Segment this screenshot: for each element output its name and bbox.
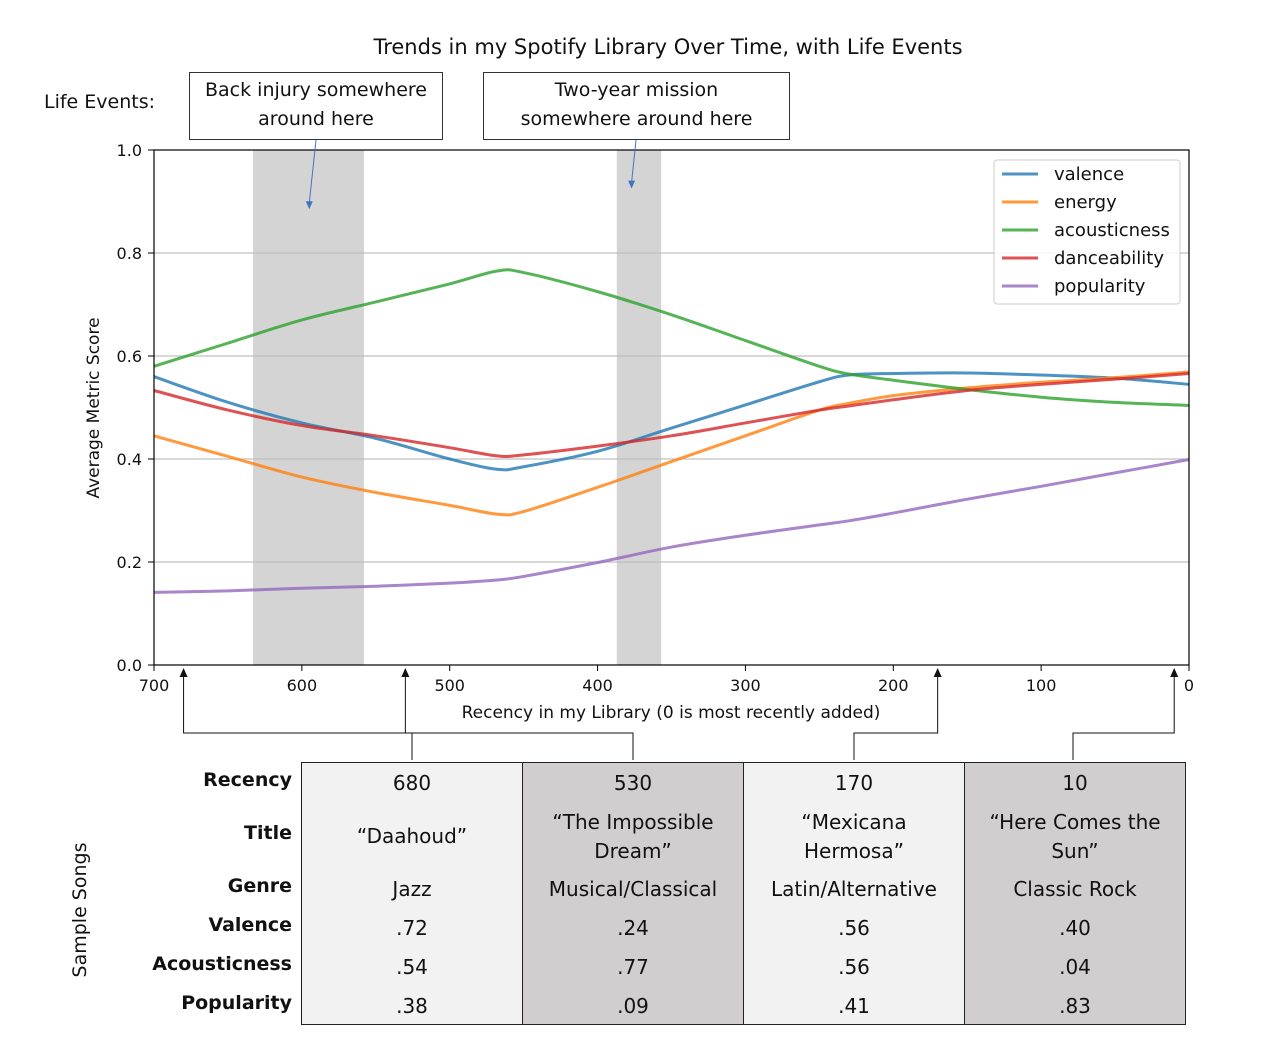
song-1-popularity: .38 <box>396 994 428 1018</box>
song-1-title: “Daahoud” <box>356 824 468 848</box>
legend: valence energy acousticness danceability pop… <box>993 159 1181 305</box>
x-tick-label-4: 300 <box>730 676 761 695</box>
sample-marker-arrowhead-4 <box>1170 668 1179 677</box>
annotation-arrowhead-1 <box>305 201 313 210</box>
chart-figure: Trends in my Spotify Library Over Time, … <box>84 35 1195 760</box>
song-column-2: 530 “The Impossible Dream” Musical/Class… <box>522 762 744 1025</box>
x-tick-label-5: 200 <box>878 676 909 695</box>
song-4-title: “Here Comes the Sun” <box>989 810 1161 863</box>
song-2-popularity: .09 <box>617 994 649 1018</box>
row-label-popularity: Popularity <box>181 992 292 1014</box>
axis-ticks: 0.0 0.2 0.4 0.6 0.8 1.0 700 600 500 400 300 200 100 0 <box>117 141 1195 695</box>
shaded-regions <box>253 150 662 665</box>
song-1-recency: 680 <box>392 771 432 795</box>
song-2-acousticness: .77 <box>617 955 649 979</box>
song-1-acousticness: .54 <box>396 955 428 979</box>
song-4-acousticness: .04 <box>1059 955 1091 979</box>
legend-box <box>993 159 1181 305</box>
annotation-mission-line2: somewhere around here <box>520 108 753 130</box>
y-tick-label-3: 0.6 <box>117 347 142 366</box>
annotation-back-injury: Back injury somewhere around here <box>189 72 443 140</box>
y-tick-label-0: 0.0 <box>117 656 142 675</box>
plot-frame <box>153 149 1190 666</box>
row-label-genre: Genre <box>227 875 292 897</box>
annotation-back-injury-line1: Back injury somewhere <box>205 79 427 101</box>
shaded-region-1 <box>253 150 364 665</box>
sample-songs-label: Sample Songs <box>69 842 91 978</box>
song-2-title: “The Impossible Dream” <box>552 810 714 863</box>
annotation-arrow-1 <box>308 139 317 204</box>
song-3-popularity: .41 <box>838 994 870 1018</box>
series-line-energy <box>153 370 1190 517</box>
sample-marker-arrowhead-2 <box>401 668 410 677</box>
y-axis-label: Average Metric Score <box>84 317 104 498</box>
song-4-genre: Classic Rock <box>1013 877 1137 901</box>
song-2-genre: Musical/Classical <box>548 877 718 901</box>
x-tick-label-3: 400 <box>582 676 613 695</box>
x-tick-label-7: 0 <box>1184 676 1194 695</box>
series-line-acousticness <box>153 268 1190 407</box>
legend-label-valence: valence <box>1054 164 1124 185</box>
y-tick-label-1: 0.2 <box>117 553 142 572</box>
row-label-valence: Valence <box>208 914 292 936</box>
legend-label-acousticness: acousticness <box>1054 220 1170 241</box>
song-3-genre: Latin/Alternative <box>771 877 937 901</box>
x-tick-label-1: 600 <box>287 676 318 695</box>
sample-connectors <box>179 668 1179 760</box>
song-4-popularity: .83 <box>1059 994 1091 1018</box>
y-tick-label-2: 0.4 <box>117 450 142 469</box>
chart-title: Trends in my Spotify Library Over Time, … <box>372 35 962 59</box>
x-tick-label-2: 500 <box>434 676 465 695</box>
row-label-acousticness: Acousticness <box>152 953 292 975</box>
song-3-acousticness: .56 <box>838 955 870 979</box>
x-axis-label: Recency in my Library (0 is most recentl… <box>462 703 881 723</box>
x-tick-label-0: 700 <box>139 676 170 695</box>
song-4-valence: .40 <box>1059 916 1091 940</box>
sample-connector-3 <box>853 676 939 760</box>
song-2-valence: .24 <box>617 916 649 940</box>
sample-marker-arrowhead-3 <box>933 668 942 677</box>
song-column-3: 170 “Mexicana Hermosa” Latin/Alternative… <box>743 762 965 1025</box>
song-1-valence: .72 <box>396 916 428 940</box>
annotation-arrows <box>305 139 637 210</box>
annotation-mission: Two-year mission somewhere around here <box>483 72 790 140</box>
sample-connector-4 <box>1072 676 1175 760</box>
annotation-arrowhead-2 <box>628 180 636 189</box>
series-line-danceability <box>153 372 1190 459</box>
song-3-recency: 170 <box>834 771 874 795</box>
annotation-mission-line1: Two-year mission <box>554 79 719 101</box>
song-column-4: 10 “Here Comes the Sun” Classic Rock .40… <box>964 762 1186 1025</box>
legend-label-energy: energy <box>1054 192 1117 213</box>
song-3-valence: .56 <box>838 916 870 940</box>
series-line-popularity <box>153 458 1190 594</box>
song-2-recency: 530 <box>613 771 653 795</box>
series-lines <box>153 268 1190 594</box>
sample-connector-2 <box>404 676 634 760</box>
row-label-recency: Recency <box>203 769 292 791</box>
legend-label-danceability: danceability <box>1054 248 1164 269</box>
x-tick-label-6: 100 <box>1026 676 1057 695</box>
song-3-title: “Mexicana Hermosa” <box>801 810 907 863</box>
life-events-label: Life Events: <box>44 91 156 113</box>
song-1-genre: Jazz <box>392 877 432 901</box>
sample-connector-1 <box>183 676 413 760</box>
song-column-1: 680 “Daahoud” Jazz .72 .54 .38 <box>301 762 523 1025</box>
legend-label-popularity: popularity <box>1054 276 1146 297</box>
annotation-back-injury-line2: around here <box>258 108 374 130</box>
annotation-arrow-2 <box>631 139 637 183</box>
row-label-title: Title <box>244 822 292 844</box>
y-tick-label-5: 1.0 <box>117 141 142 160</box>
sample-marker-arrowhead-1 <box>179 668 188 677</box>
shaded-region-2 <box>616 150 662 665</box>
song-4-recency: 10 <box>1062 771 1088 795</box>
y-tick-label-4: 0.8 <box>117 244 142 263</box>
